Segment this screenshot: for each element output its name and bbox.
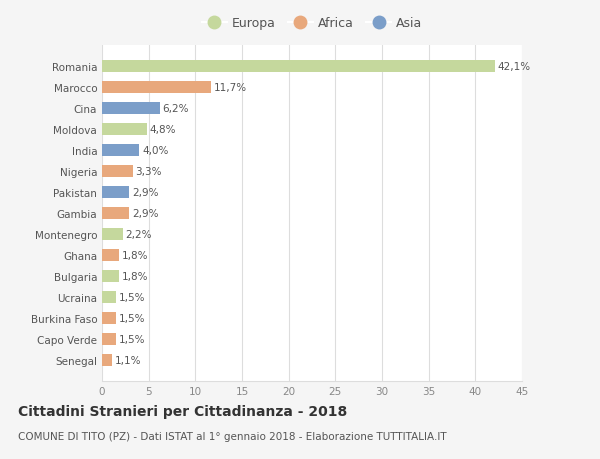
- Text: 2,9%: 2,9%: [132, 208, 158, 218]
- Bar: [102, 187, 129, 198]
- Text: 1,5%: 1,5%: [119, 292, 145, 302]
- Bar: [102, 207, 129, 219]
- Bar: [102, 103, 160, 114]
- Text: 3,3%: 3,3%: [136, 167, 162, 177]
- Text: COMUNE DI TITO (PZ) - Dati ISTAT al 1° gennaio 2018 - Elaborazione TUTTITALIA.IT: COMUNE DI TITO (PZ) - Dati ISTAT al 1° g…: [18, 431, 446, 442]
- Bar: [102, 250, 119, 261]
- Bar: [102, 291, 116, 303]
- Text: 1,1%: 1,1%: [115, 355, 142, 365]
- Bar: [102, 145, 139, 157]
- Text: 1,8%: 1,8%: [122, 271, 148, 281]
- Bar: [102, 166, 133, 177]
- Legend: Europa, Africa, Asia: Europa, Africa, Asia: [197, 12, 427, 35]
- Text: 11,7%: 11,7%: [214, 83, 247, 93]
- Bar: [102, 61, 495, 73]
- Bar: [102, 229, 122, 240]
- Text: Cittadini Stranieri per Cittadinanza - 2018: Cittadini Stranieri per Cittadinanza - 2…: [18, 404, 347, 418]
- Bar: [102, 354, 112, 366]
- Bar: [102, 333, 116, 345]
- Bar: [102, 124, 147, 135]
- Text: 1,5%: 1,5%: [119, 334, 145, 344]
- Text: 2,2%: 2,2%: [125, 230, 152, 239]
- Text: 4,0%: 4,0%: [142, 146, 169, 156]
- Bar: [102, 82, 211, 94]
- Text: 1,5%: 1,5%: [119, 313, 145, 323]
- Text: 1,8%: 1,8%: [122, 250, 148, 260]
- Bar: [102, 270, 119, 282]
- Text: 2,9%: 2,9%: [132, 188, 158, 197]
- Text: 42,1%: 42,1%: [498, 62, 531, 72]
- Text: 4,8%: 4,8%: [149, 125, 176, 134]
- Bar: [102, 313, 116, 324]
- Text: 6,2%: 6,2%: [163, 104, 189, 114]
